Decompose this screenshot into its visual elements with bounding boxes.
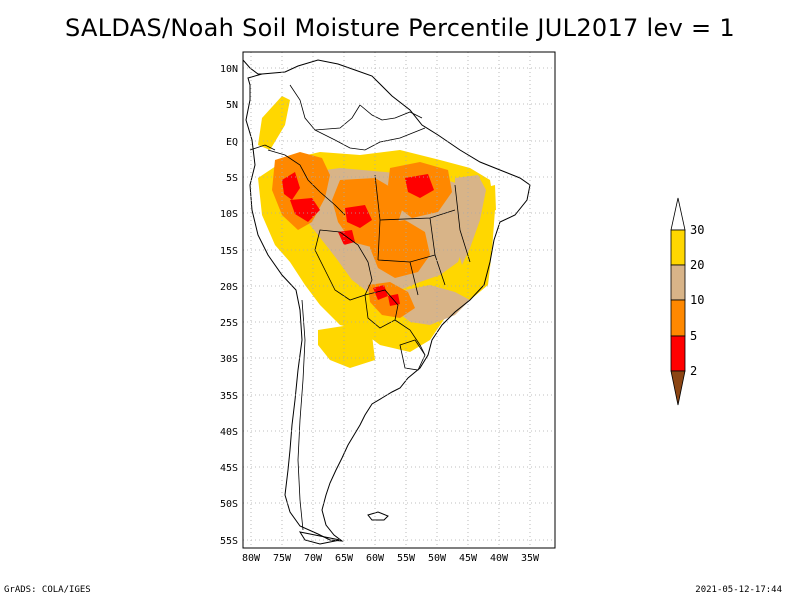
lat-tick: 45S bbox=[220, 463, 238, 474]
lat-tick: EQ bbox=[226, 137, 238, 148]
border-uruguay bbox=[399, 339, 426, 371]
legend-labels: 30 20 10 5 2 bbox=[690, 223, 704, 378]
lat-tick: 5N bbox=[226, 100, 238, 111]
legend-swatch-5-10 bbox=[670, 299, 686, 337]
yellow-field-south bbox=[318, 325, 375, 368]
red-spot-1 bbox=[282, 172, 300, 200]
continent-outline bbox=[243, 59, 531, 545]
brazil-state-lines bbox=[374, 174, 471, 296]
tan-field-south bbox=[395, 285, 470, 325]
lat-tick: 40S bbox=[220, 427, 238, 438]
map-title: SALDAS/Noah Soil Moisture Percentile JUL… bbox=[65, 14, 735, 42]
lat-tick: 5S bbox=[226, 173, 238, 184]
lon-tick: 75W bbox=[273, 553, 292, 564]
legend-label: 2 bbox=[690, 364, 697, 378]
lat-tick: 10N bbox=[220, 64, 238, 75]
legend-swatch-10-20 bbox=[670, 264, 686, 301]
lon-tick: 55W bbox=[397, 553, 416, 564]
border-peru-brazil bbox=[267, 149, 346, 216]
legend-label: 30 bbox=[690, 223, 704, 237]
border-guianas bbox=[359, 104, 423, 121]
south-america-coastline bbox=[245, 59, 531, 542]
border-colombia-venezuela bbox=[289, 84, 361, 131]
tan-field-northeast bbox=[455, 175, 486, 265]
border-brazil-north bbox=[314, 127, 426, 151]
falklands-outline bbox=[367, 511, 389, 521]
red-spot-3 bbox=[405, 174, 434, 198]
orange-field-mid bbox=[370, 220, 430, 278]
legend-arrow-top bbox=[670, 197, 686, 231]
legend-swatch-20-30 bbox=[670, 229, 686, 266]
longitude-ticks: 80W 75W 70W 65W 60W 55W 50W 45W 40W 35W bbox=[242, 553, 540, 564]
lat-tick: 55S bbox=[220, 536, 238, 547]
lat-tick: 35S bbox=[220, 391, 238, 402]
lat-tick: 10S bbox=[220, 209, 238, 220]
footer-credit: GrADS: COLA/IGES bbox=[4, 585, 91, 595]
legend-label: 20 bbox=[690, 258, 704, 272]
lon-tick: 40W bbox=[490, 553, 509, 564]
red-spot-6 bbox=[373, 285, 388, 300]
footer-timestamp: 2021-05-12-17:44 bbox=[695, 585, 782, 595]
lon-tick: 80W bbox=[242, 553, 261, 564]
border-ecuador-peru bbox=[249, 144, 276, 151]
lon-tick: 60W bbox=[366, 553, 385, 564]
tierra-del-fuego-outline bbox=[298, 531, 341, 545]
lat-tick: 15S bbox=[220, 246, 238, 257]
red-spot-4 bbox=[345, 205, 372, 228]
map-frame bbox=[242, 51, 556, 549]
lon-tick: 35W bbox=[521, 553, 540, 564]
lon-tick: 45W bbox=[459, 553, 478, 564]
lat-tick: 30S bbox=[220, 354, 238, 365]
central-america-outline bbox=[243, 59, 262, 75]
lon-tick: 50W bbox=[428, 553, 447, 564]
lat-tick: 20S bbox=[220, 282, 238, 293]
lat-tick: 50S bbox=[220, 499, 238, 510]
lon-tick: 70W bbox=[304, 553, 323, 564]
legend-arrow-bottom bbox=[670, 370, 686, 406]
legend-label: 10 bbox=[690, 293, 704, 307]
yellow-field-north bbox=[258, 96, 290, 150]
country-borders bbox=[249, 84, 471, 531]
lon-tick: 65W bbox=[335, 553, 354, 564]
percentile-fields bbox=[258, 96, 496, 368]
border-chile-argentina bbox=[297, 299, 306, 531]
graticule bbox=[243, 52, 555, 548]
latitude-ticks: 10N 5N EQ 5S 10S 15S 20S 25S 30S 35S 40S… bbox=[220, 64, 238, 547]
legend-swatch-2-5 bbox=[670, 335, 686, 372]
lat-tick: 25S bbox=[220, 318, 238, 329]
border-argentina-brazil bbox=[394, 319, 426, 356]
legend-label: 5 bbox=[690, 329, 697, 343]
legend-colorbar bbox=[670, 197, 686, 406]
red-spot-2 bbox=[290, 198, 320, 222]
